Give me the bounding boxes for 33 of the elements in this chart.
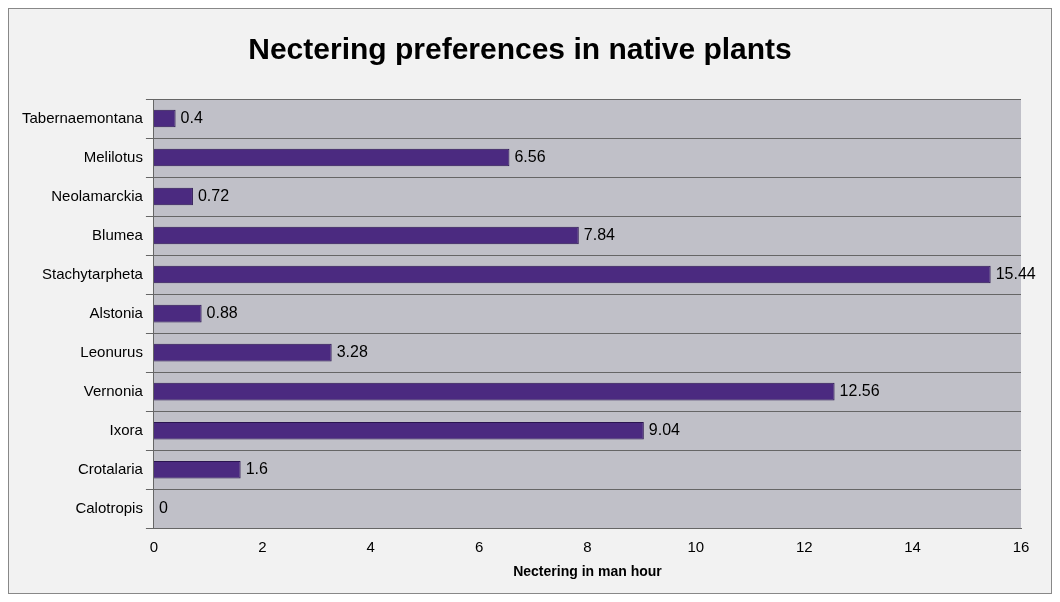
y-tick-label: Calotropis (75, 498, 143, 516)
y-tick-label: Leonurus (80, 342, 143, 360)
x-tick-label: 14 (904, 538, 921, 556)
x-tick-label: 8 (583, 538, 592, 556)
data-label: 0.88 (206, 304, 238, 322)
data-label: 0.4 (180, 108, 203, 126)
x-tick-label: 4 (366, 538, 375, 556)
y-tick-label: Neolamarckia (51, 186, 144, 204)
y-tick-label: Ixora (109, 420, 144, 438)
data-label: 0.72 (197, 186, 230, 204)
data-label: 7.84 (583, 225, 616, 243)
x-axis-title: Nectering in man hour (513, 563, 663, 580)
x-tick-label: 16 (1012, 538, 1030, 556)
y-tick-label: Stachytarpheta (42, 264, 144, 282)
x-tick-label: 12 (795, 538, 813, 556)
data-label: 1.6 (245, 460, 268, 478)
data-label: 6.56 (514, 147, 546, 165)
data-label: 0 (158, 499, 168, 517)
y-tick-label: Crotalaria (77, 459, 144, 477)
y-tick-label: Tabernaemontana (21, 108, 144, 126)
data-label: 12.56 (839, 382, 880, 400)
y-tick-label: Alstonia (89, 303, 144, 321)
data-label: 3.28 (336, 343, 368, 361)
data-label: 9.04 (648, 421, 681, 439)
chart-title: Nectering preferences in native plants (248, 32, 792, 66)
y-tick-label: Vernonia (83, 381, 144, 399)
y-tick-label: Melilotus (83, 147, 143, 165)
x-tick-label: 6 (474, 538, 484, 556)
x-tick-label: 10 (687, 538, 705, 556)
data-label: 15.44 (995, 264, 1036, 282)
x-tick-label: 2 (258, 538, 267, 556)
x-tick-label: 0 (149, 538, 159, 556)
y-tick-label: Blumea (92, 225, 144, 243)
